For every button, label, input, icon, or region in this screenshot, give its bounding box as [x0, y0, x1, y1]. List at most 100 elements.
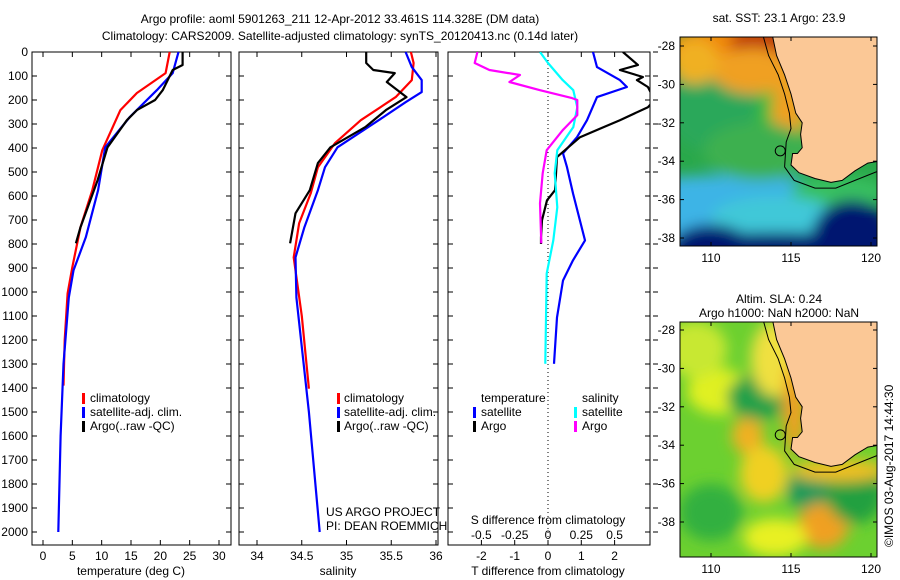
legend-temperature-header: temperature: [481, 391, 546, 405]
isobath-contour: [763, 322, 877, 473]
lon-tick-label: 110: [701, 251, 720, 265]
y-tick-label: 900: [8, 261, 28, 275]
y-tick-label: 1700: [1, 453, 28, 467]
xlabel-t-difference: T difference from climatology: [471, 564, 625, 578]
legend-swatch: [574, 421, 577, 432]
lon-tick-label: 110: [701, 562, 720, 576]
x-tick-label: 2: [611, 549, 618, 563]
y-tick-label: 200: [8, 93, 28, 107]
xlabel-temperature: temperature (deg C): [76, 564, 186, 578]
credit-text: ©IMOS 03-Aug-2017 14:44:30: [882, 384, 896, 547]
color-patch: [680, 483, 743, 541]
xlabel-salinity: salinity: [319, 564, 357, 578]
y-tick-label: 600: [8, 189, 28, 203]
lon-tick-label: 115: [781, 562, 800, 576]
color-patch: [680, 224, 751, 246]
y-tick-label: 2000: [1, 525, 28, 539]
legend-swatch: [337, 421, 340, 432]
x2-tick-label: -0.25: [501, 528, 529, 542]
legend-swatch: [337, 407, 340, 418]
lat-tick-label: -30: [658, 77, 676, 91]
y-tick-label: 1800: [1, 477, 28, 491]
x2-tick-label: 0: [545, 528, 552, 542]
legend-argo: Argo(..raw -QC): [90, 419, 175, 433]
legend-swatch: [473, 421, 476, 432]
series-line-satellite-adj-clim-: [57, 51, 180, 533]
color-patch: [731, 416, 764, 455]
legend-swatch: [574, 407, 577, 418]
x2-tick-label: 0.25: [570, 528, 594, 542]
legend-swatch: [82, 393, 85, 404]
plot-frame-2: [447, 51, 651, 546]
legend-salinity-header: salinity: [582, 391, 619, 405]
lat-tick-label: -34: [658, 154, 676, 168]
lat-tick-label: -30: [658, 361, 676, 375]
legend-climatology: climatology: [90, 391, 151, 405]
legend-s-argo: Argo: [582, 419, 608, 433]
series-line-argo-raw-qc-: [74, 52, 184, 244]
coastline: [772, 322, 877, 467]
map-frame: [679, 321, 878, 558]
color-patch: [743, 518, 807, 557]
series-line-satellite-adj-clim-: [294, 51, 423, 533]
legend-t-satellite: satellite: [481, 405, 522, 419]
y-tick-label: 800: [8, 237, 28, 251]
series-line-temperature-argo: [539, 52, 650, 244]
color-patch: [739, 445, 788, 503]
y-tick-label: 1900: [1, 501, 28, 515]
y-tick-label: 1100: [2, 309, 28, 323]
lat-tick-label: -28: [658, 39, 676, 53]
color-field: [680, 322, 877, 557]
x-tick-label: 10: [95, 549, 109, 563]
lon-tick-label: 115: [781, 251, 800, 265]
y-tick-label: 1300: [1, 357, 28, 371]
map-frame: [679, 36, 878, 247]
series-line-climatology: [62, 51, 171, 386]
x-tick-label: 35.5: [380, 549, 404, 563]
sla-map-title-1: Altim. SLA: 0.24: [735, 292, 823, 306]
legend-climatology: climatology: [344, 391, 405, 405]
series-line-salinity-satellite: [539, 52, 579, 364]
y-tick-label: 300: [8, 117, 28, 131]
color-patch: [680, 38, 719, 85]
argo-position-marker: [774, 145, 786, 157]
color-patch: [711, 196, 839, 242]
color-patch: [791, 176, 877, 208]
title-line-1: Argo profile: aoml 5901263_211 12-Apr-20…: [140, 12, 540, 26]
y-tick-label: 1200: [1, 333, 28, 347]
lat-tick-label: -36: [658, 477, 676, 491]
y-tick-label: 0: [21, 45, 28, 59]
lat-tick-label: -34: [658, 438, 676, 452]
title-line-2: Climatology: CARS2009. Satellite-adjuste…: [101, 29, 579, 43]
lat-tick-label: -32: [658, 116, 676, 130]
y-tick-label: 100: [8, 69, 28, 83]
argo-position-marker: [774, 429, 786, 441]
x-tick-label: 0: [40, 549, 47, 563]
x-tick-label: 35: [340, 549, 354, 563]
lat-tick-label: -38: [658, 515, 676, 529]
x-tick-label: 15: [124, 549, 138, 563]
map-sla: [680, 322, 877, 557]
plot-frame-1: [238, 51, 439, 546]
x2-tick-label: 0.5: [606, 528, 623, 542]
y-tick-label: 500: [8, 165, 28, 179]
lat-tick-label: -36: [658, 193, 676, 207]
isobath-contour: [762, 37, 877, 189]
legend-satellite: satellite-adj. clim.: [344, 405, 437, 419]
color-patch: [680, 322, 727, 378]
series-line-argo-raw-qc-: [289, 52, 408, 244]
x-tick-label: 20: [154, 549, 168, 563]
legend-argo: Argo(..raw -QC): [344, 419, 429, 433]
coastline: [772, 37, 877, 183]
lat-tick-label: -38: [658, 231, 676, 245]
y-tick-label: 1400: [1, 381, 28, 395]
y-tick-label: 700: [8, 213, 28, 227]
x-tick-label: -1: [509, 549, 520, 563]
legend-satellite: satellite-adj. clim.: [90, 405, 183, 419]
x-tick-label: 25: [183, 549, 197, 563]
x-tick-label: 0: [545, 549, 552, 563]
legend-swatch: [337, 393, 340, 404]
x-tick-label: -2: [476, 549, 487, 563]
sst-map-title: sat. SST: 23.1 Argo: 23.9: [712, 11, 846, 25]
